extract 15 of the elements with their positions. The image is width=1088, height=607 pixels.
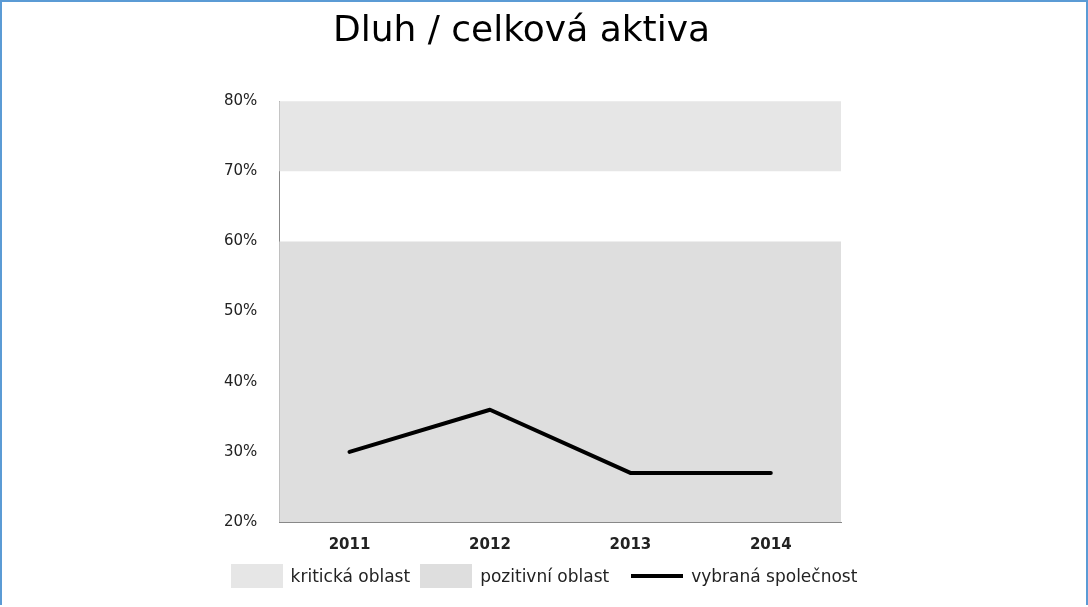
x-tick-label: 2012 [469,534,511,553]
legend-label: pozitivní oblast [480,566,610,586]
x-tick-label: 2011 [328,534,371,553]
y-tick-label: 60% [224,231,258,250]
y-tick-label: 30% [224,441,258,460]
y-tick-label: 50% [224,301,258,320]
y-tick-label: 80% [224,91,258,110]
y-tick-label: 40% [224,371,258,390]
legend-label: kritická oblast [290,566,411,586]
x-tick-label: 2013 [609,534,652,553]
chart-title: Dluh / celková aktiva [332,7,711,49]
y-tick-label: 70% [224,161,258,180]
y-tick-label: 20% [224,511,258,530]
legend-label: vybraná společnost [691,566,858,586]
x-tick-label: 2014 [749,534,792,553]
